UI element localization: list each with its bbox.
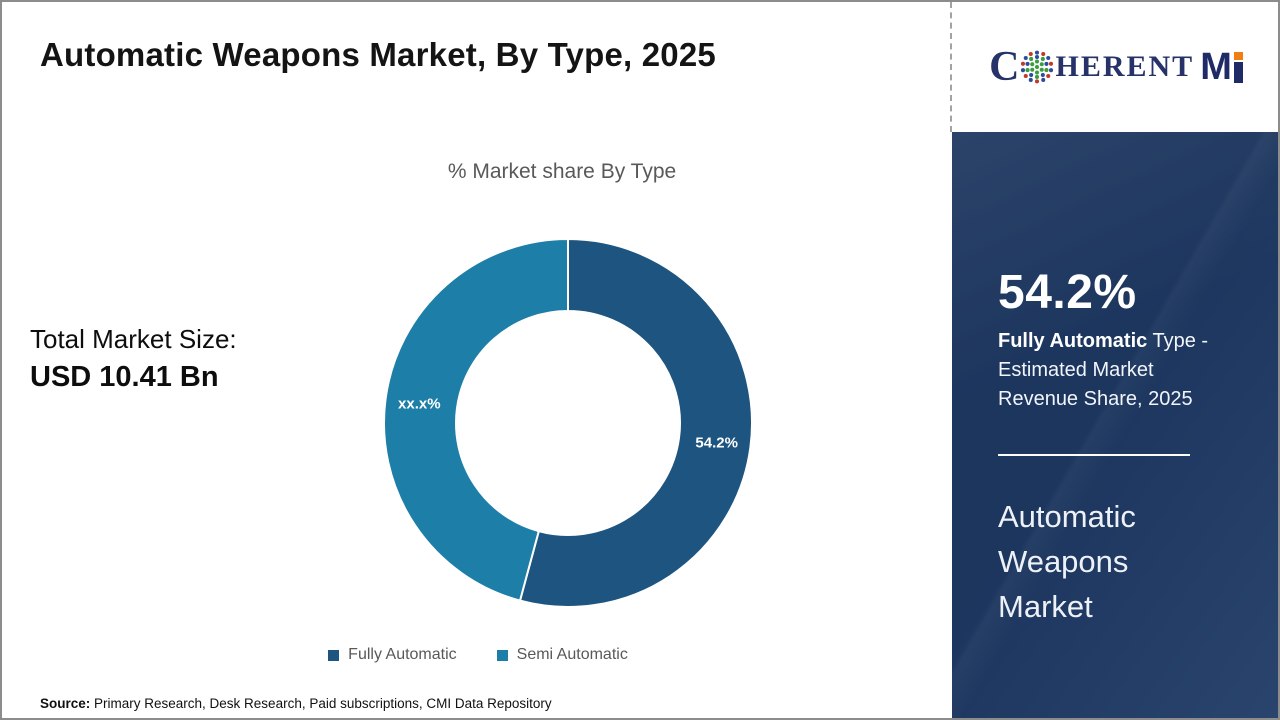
sidebar-stat-desc-bold: Fully Automatic <box>998 330 1148 352</box>
donut-segment-fully-automatic <box>519 238 753 608</box>
legend-swatch-semi-automatic <box>496 649 508 661</box>
page-title: Automatic Weapons Market, By Type, 2025 <box>40 36 716 73</box>
sidebar-divider <box>998 454 1190 456</box>
sidebar-stat-value: 54.2% <box>998 266 1137 319</box>
sidebar: 54.2% Fully Automatic Type - Estimated M… <box>952 132 1278 718</box>
sidebar-market-name: Automatic Weapons Market <box>998 499 1136 624</box>
legend-swatch-fully-automatic <box>328 649 340 661</box>
legend-item-fully-automatic: Fully Automatic <box>328 646 457 664</box>
total-market-size-label: Total Market Size: <box>30 324 237 354</box>
legend-label-fully-automatic: Fully Automatic <box>348 646 457 663</box>
sidebar-stat-desc-rest: Type - Estimated Market Revenue Share, 2… <box>998 330 1209 410</box>
logo-letters-herent: HERENT <box>1055 50 1195 83</box>
donut-segment-label: xx.x% <box>398 395 441 412</box>
coherentmi-logo: C HERENT M <box>989 46 1243 88</box>
source-text: Primary Research, Desk Research, Paid su… <box>90 696 552 711</box>
donut-segment-semi-automatic <box>383 238 569 602</box>
sidebar-stat-description: Fully Automatic Type - Estimated Market … <box>998 327 1236 414</box>
donut-segment-label: 54.2% <box>695 435 738 452</box>
dotted-globe-icon <box>1021 50 1054 84</box>
donut-chart: 54.2% xx.x% <box>378 233 758 613</box>
donut-chart-svg: 54.2% xx.x% <box>383 238 753 608</box>
total-market-size-block: Total Market Size: USD 10.41 Bn <box>30 324 237 394</box>
logo-letter-i-mark <box>1233 51 1243 83</box>
logo-panel: C HERENT M <box>950 2 1278 132</box>
source-label: Source: <box>40 696 91 711</box>
logo-letter-m: M <box>1200 46 1232 88</box>
legend-label-semi-automatic: Semi Automatic <box>516 646 628 663</box>
total-market-size-value: USD 10.41 Bn <box>30 361 219 393</box>
chart-legend: Fully Automatic Semi Automatic <box>2 646 954 664</box>
logo-letter-c: C <box>989 44 1020 90</box>
source-line: Source: Primary Research, Desk Research,… <box>40 696 552 711</box>
logo-i-navy-body <box>1233 61 1243 83</box>
legend-item-semi-automatic: Semi Automatic <box>496 646 628 664</box>
logo-i-orange-cap <box>1233 51 1243 60</box>
chart-title: % Market share By Type <box>447 160 677 183</box>
